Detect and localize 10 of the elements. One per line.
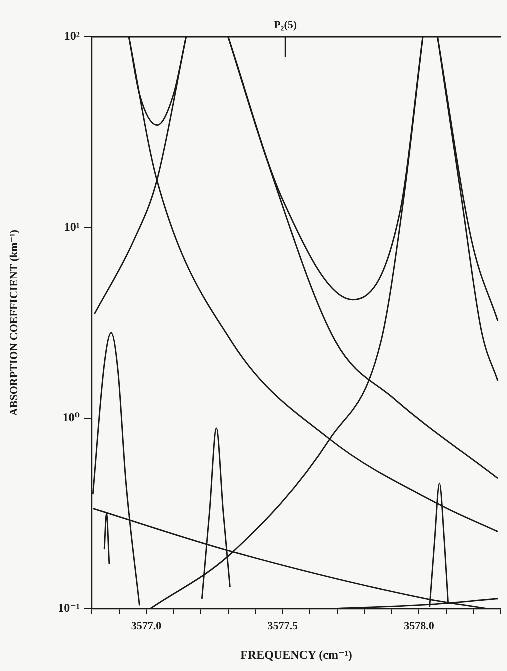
- x-tick-label: 3577.5: [268, 620, 298, 632]
- y-tick-label: 10⁰: [62, 410, 80, 424]
- y-tick-label: 10²: [64, 29, 80, 44]
- y-tick-label: 10¹: [64, 220, 80, 234]
- x-axis-title: FREQUENCY (cm⁻¹): [240, 648, 352, 662]
- y-axis-title: ABSORPTION COEFFICIENT (km⁻¹): [8, 230, 20, 416]
- x-tick-label: 3577.0: [131, 620, 162, 632]
- y-tick-label: 10⁻¹: [58, 601, 80, 616]
- x-tick-label: 3578.0: [404, 620, 435, 632]
- ref-line-label: P₂(5): [274, 19, 298, 32]
